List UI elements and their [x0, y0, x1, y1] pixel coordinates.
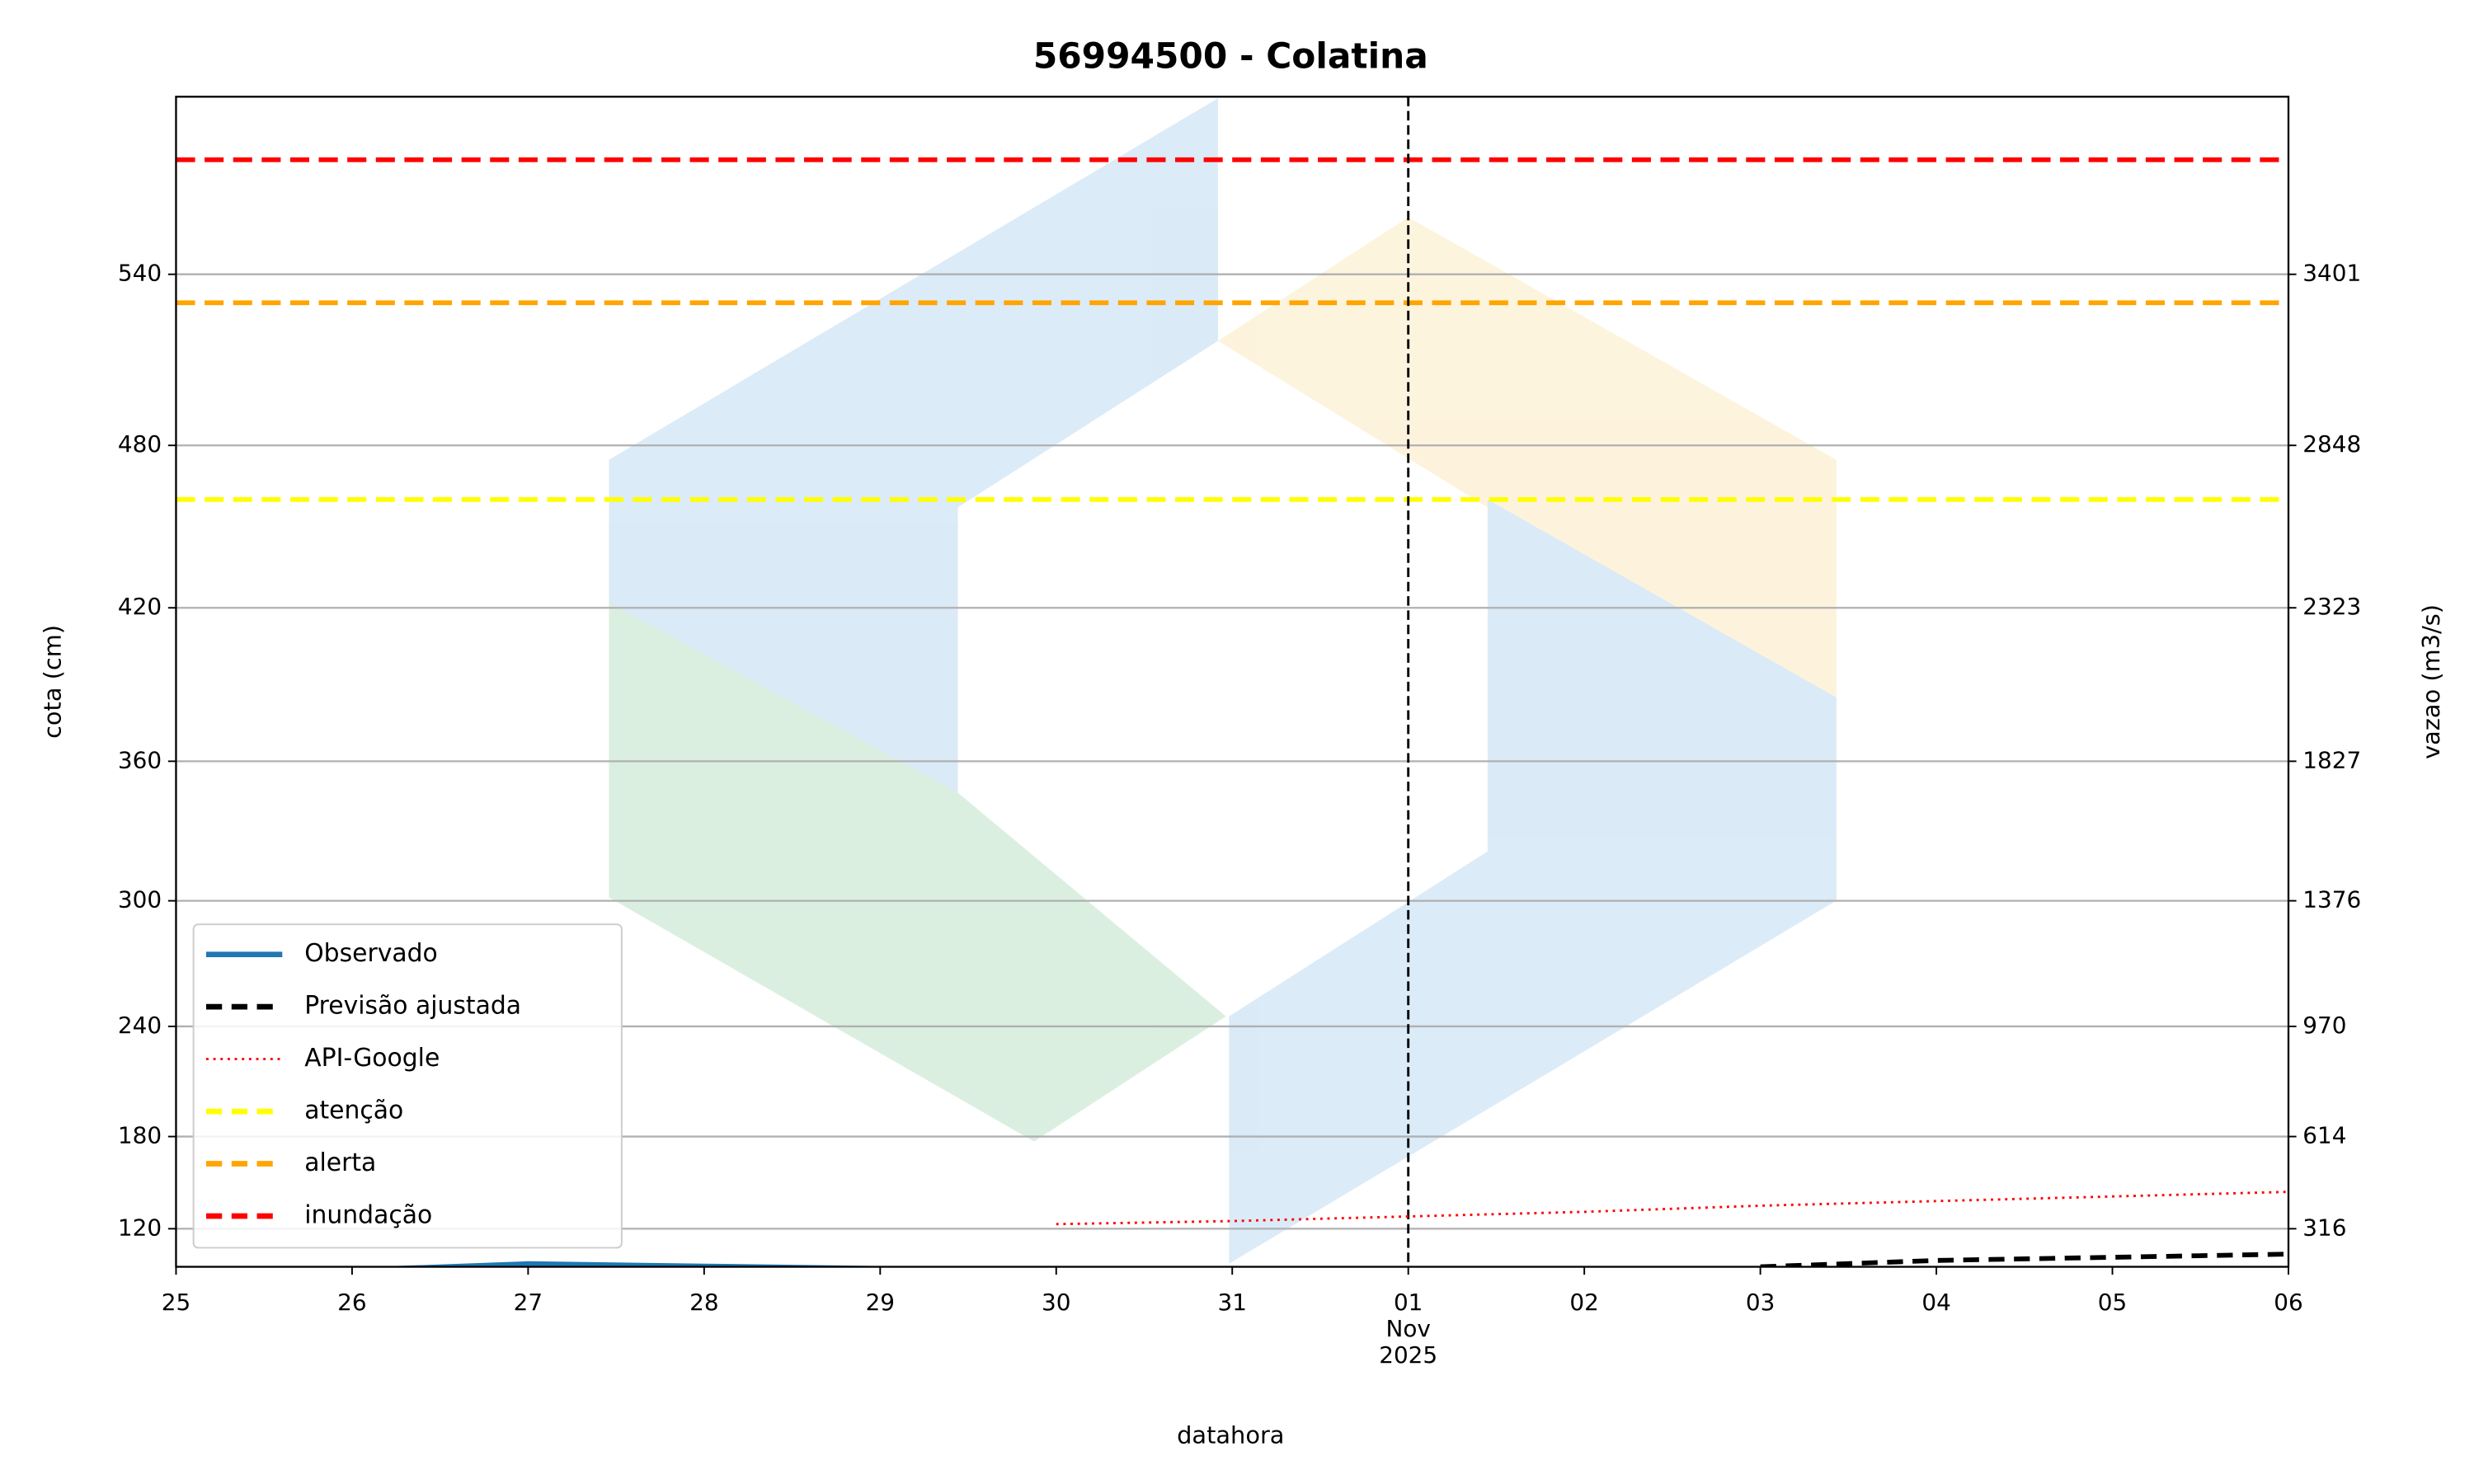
x-tick-label: 29: [866, 1289, 895, 1316]
y2-tick-label: 614: [2302, 1122, 2346, 1149]
y-tick-label: 540: [118, 260, 162, 287]
y-tick-label: 360: [118, 746, 162, 773]
y-tick-label: 120: [118, 1214, 162, 1241]
y-tick-label: 180: [118, 1122, 162, 1149]
legend-box: [192, 923, 623, 1249]
legend-label: API-Google: [304, 1044, 440, 1073]
x-tick-label: 30: [1042, 1289, 1070, 1316]
x-tick-label: 01 Nov 2025: [1379, 1289, 1437, 1369]
x-tick-label: 03: [1746, 1289, 1775, 1316]
y-tick-label: 480: [118, 430, 162, 458]
x-tick-label: 28: [689, 1289, 718, 1316]
y2-tick-label: 1827: [2302, 746, 2361, 773]
y2-tick-label: 1376: [2302, 886, 2361, 913]
watermark: [609, 98, 1837, 1264]
y2-tick-label: 3401: [2302, 260, 2361, 287]
x-tick-label: 25: [162, 1289, 190, 1316]
x-tick-label: 02: [1569, 1289, 1598, 1316]
axes: 120 180 240 300 360 420 480 540 316 614 970 1376 182…: [118, 260, 2361, 1369]
legend: Observado Previsão ajustada API-Google aten…: [192, 923, 623, 1249]
y2-tick-label: 2323: [2302, 593, 2361, 620]
x-tick-label: 04: [1921, 1289, 1950, 1316]
x-tick-label: 27: [514, 1289, 543, 1316]
legend-label: atenção: [304, 1097, 403, 1125]
y-tick-label: 240: [118, 1012, 162, 1039]
x-axis-label: datahora: [1177, 1421, 1284, 1449]
legend-label: alerta: [304, 1148, 376, 1177]
y2-tick-label: 970: [2302, 1012, 2346, 1039]
x-tick-label: 26: [337, 1289, 366, 1316]
chart-title: 56994500 - Colatina: [1033, 36, 1428, 77]
y-tick-label: 300: [118, 886, 162, 913]
legend-label: Observado: [304, 939, 438, 968]
x-tick-label: 05: [2098, 1289, 2127, 1316]
legend-label: inundação: [304, 1201, 432, 1230]
series-line: [1760, 1252, 2288, 1267]
y2-axis-label: vazao (m3/s): [2417, 604, 2445, 759]
y2-tick-label: 2848: [2302, 430, 2361, 458]
x-tick-label: 06: [2274, 1289, 2302, 1316]
x-tick-label: 31: [1217, 1289, 1246, 1316]
y2-tick-label: 316: [2302, 1214, 2346, 1241]
y-tick-label: 420: [118, 593, 162, 620]
y-axis-label: cota (cm): [38, 625, 66, 739]
legend-label: Previsão ajustada: [304, 992, 521, 1021]
